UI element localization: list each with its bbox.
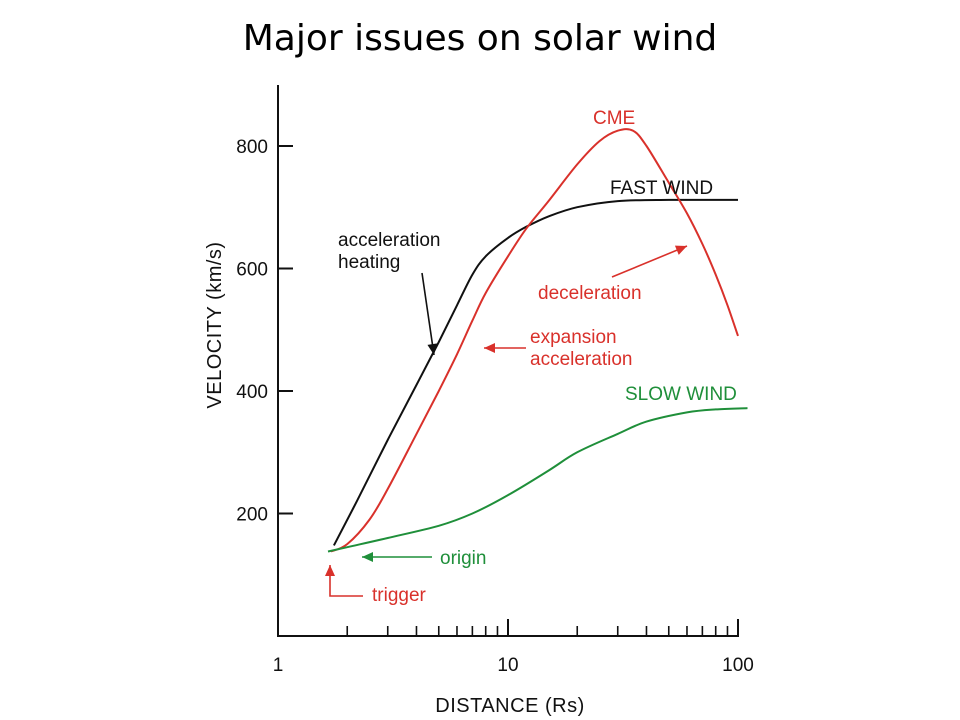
- annotation-origin-text: origin: [440, 548, 486, 569]
- slide-title: Major issues on solar wind: [242, 18, 718, 59]
- annotation-expansion-acceleration-text: expansion: [530, 327, 617, 348]
- annotation-origin-arrowhead: [362, 552, 373, 562]
- series-labels: FAST WIND CME SLOW WIND: [593, 108, 737, 405]
- annotation-acceleration-heating-arrowhead: [427, 343, 438, 355]
- fast-wind-line: [333, 198, 739, 546]
- annotation-trigger-arrowhead: [325, 565, 335, 576]
- x-tick-label: 10: [497, 655, 518, 676]
- cme-line: [330, 128, 739, 553]
- y-tick-label: 600: [236, 260, 268, 281]
- cme-label: CME: [593, 108, 635, 129]
- series-lines: [327, 128, 748, 553]
- annotation-deceleration-arrow: [611, 245, 688, 278]
- x-tick-label: 1: [273, 655, 284, 676]
- y-tick-label: 200: [236, 505, 268, 526]
- y-tick-label: 400: [236, 382, 268, 403]
- axes: [277, 85, 739, 637]
- slow-wind-label: SLOW WIND: [625, 384, 737, 405]
- fast-wind-label: FAST WIND: [610, 178, 713, 199]
- tick-labels: 1 10 100 200 400 600 800: [236, 137, 754, 676]
- annotation-acceleration-heating-arrow: [421, 272, 435, 356]
- annotations: accelerationheatingexpansionacceleration…: [325, 230, 688, 606]
- annotation-trigger-arrow: [329, 565, 363, 597]
- slow-wind-line: [327, 407, 748, 553]
- y-tick-label: 800: [236, 137, 268, 158]
- annotation-trigger-text: trigger: [372, 585, 427, 606]
- x-axis-title: DISTANCE (Rs): [435, 695, 584, 717]
- y-axis-title: VELOCITY (km/s): [204, 241, 226, 408]
- annotation-deceleration-arrowhead: [674, 245, 687, 255]
- x-tick-label: 100: [722, 655, 754, 676]
- ticks: [278, 145, 739, 636]
- annotation-deceleration-text: deceleration: [538, 283, 642, 304]
- annotation-acceleration-heating-text: acceleration: [338, 230, 440, 251]
- annotation-expansion-acceleration-text: acceleration: [530, 349, 632, 370]
- annotation-acceleration-heating-text: heating: [338, 252, 400, 273]
- annotation-expansion-acceleration-arrowhead: [484, 343, 495, 353]
